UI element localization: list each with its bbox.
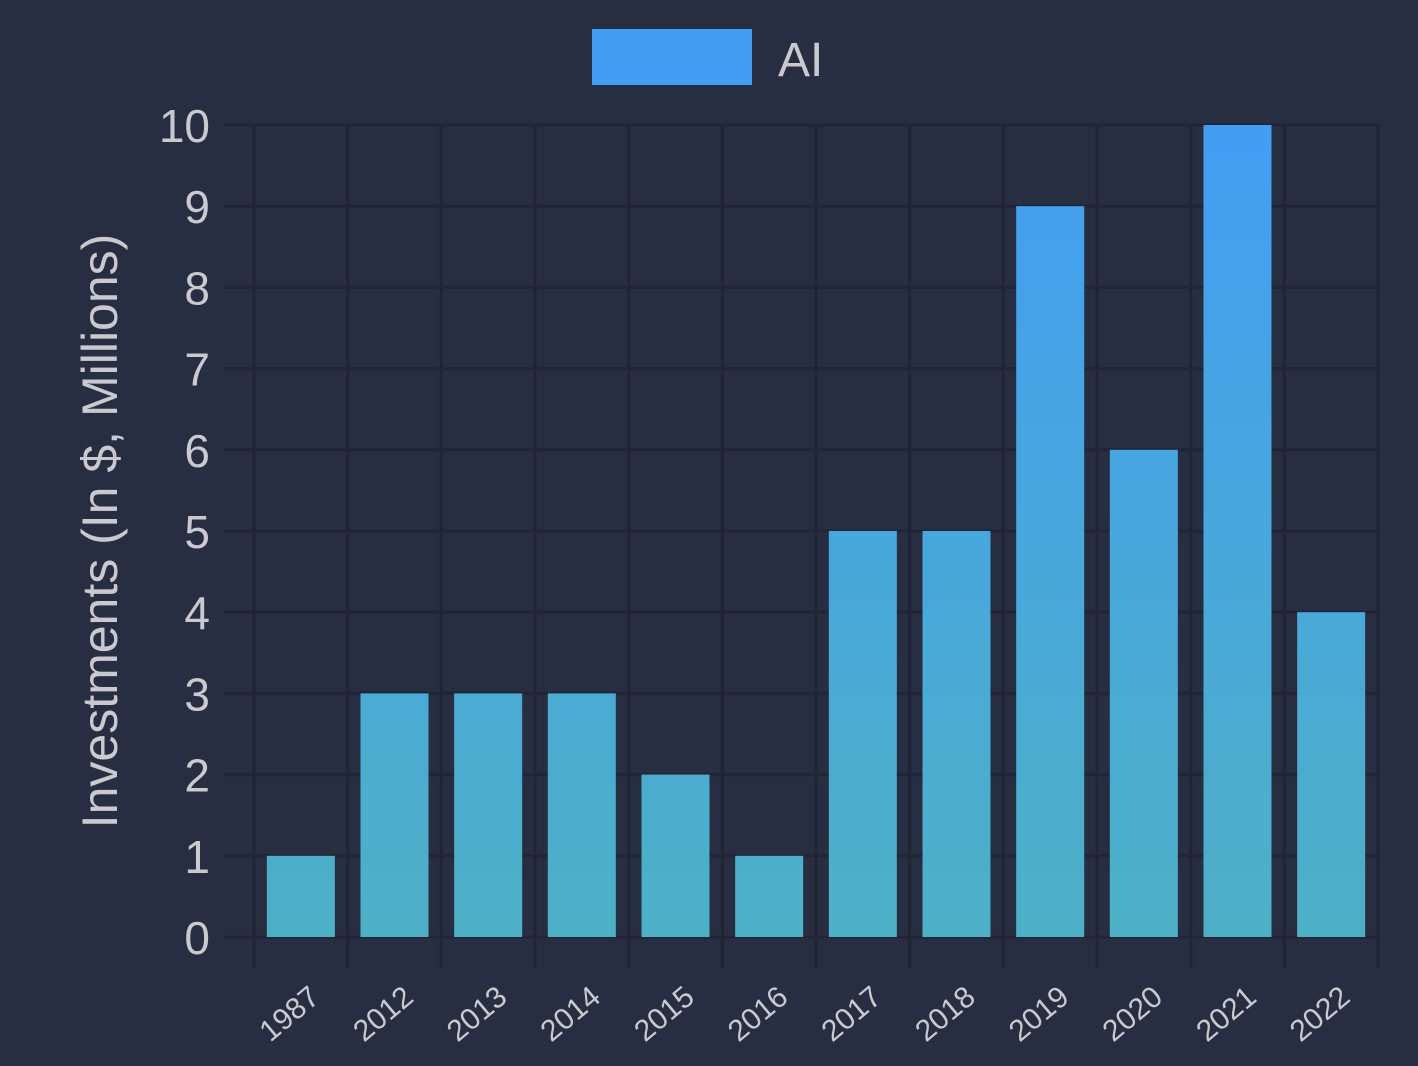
x-tick-label-2013: 2013: [441, 980, 513, 1048]
x-tick-label-2019: 2019: [1003, 980, 1075, 1048]
y-tick-label-3: 3: [184, 668, 210, 720]
bar-2019[interactable]: [1016, 206, 1085, 937]
y-tick-label-5: 5: [184, 506, 210, 558]
y-axis-ticks: 0 1 2 3 4 5 6 7 8 9 10: [159, 100, 210, 964]
x-tick-label-2022: 2022: [1284, 980, 1356, 1048]
bar-2017[interactable]: [828, 531, 897, 937]
bar-2014[interactable]: [547, 693, 616, 937]
legend-label-ai: AI: [778, 34, 823, 87]
x-tick-label-2021: 2021: [1190, 980, 1262, 1048]
y-tick-label-8: 8: [184, 262, 210, 314]
bar-1987[interactable]: [266, 855, 335, 937]
x-tick-label-2014: 2014: [535, 980, 607, 1048]
bar-2016[interactable]: [735, 855, 804, 937]
x-tick-label-2012: 2012: [347, 980, 419, 1048]
y-axis-label: Investments (In $, Millions): [72, 234, 128, 829]
y-tick-label-0: 0: [184, 912, 210, 964]
y-tick-label-7: 7: [184, 344, 210, 396]
legend-swatch: [592, 29, 752, 85]
x-tick-label-1987: 1987: [254, 980, 326, 1048]
y-tick-label-4: 4: [184, 587, 210, 639]
x-tick-label-2015: 2015: [628, 980, 700, 1048]
bar-2020[interactable]: [1109, 449, 1178, 937]
x-tick-label-2018: 2018: [909, 980, 981, 1048]
bar-2015[interactable]: [641, 774, 710, 937]
y-tick-label-6: 6: [184, 425, 210, 477]
legend[interactable]: AI: [592, 29, 823, 87]
bar-2013[interactable]: [454, 693, 523, 937]
y-tick-label-1: 1: [184, 831, 210, 883]
bar-2018[interactable]: [922, 531, 991, 937]
x-tick-label-2017: 2017: [816, 980, 888, 1048]
grid: [224, 123, 1380, 968]
bars: [266, 125, 1366, 937]
y-tick-label-10: 10: [159, 100, 210, 152]
x-tick-label-2020: 2020: [1097, 980, 1169, 1048]
y-tick-label-9: 9: [184, 181, 210, 233]
x-axis-ticks: 1987 2012 2013 2014 2015 2016 2017 2018 2019 2020…: [254, 980, 1357, 1048]
bar-2022[interactable]: [1297, 612, 1366, 937]
x-tick-label-2016: 2016: [722, 980, 794, 1048]
y-tick-label-2: 2: [184, 750, 210, 802]
bar-2012[interactable]: [360, 693, 429, 937]
bar-2021[interactable]: [1203, 125, 1272, 937]
